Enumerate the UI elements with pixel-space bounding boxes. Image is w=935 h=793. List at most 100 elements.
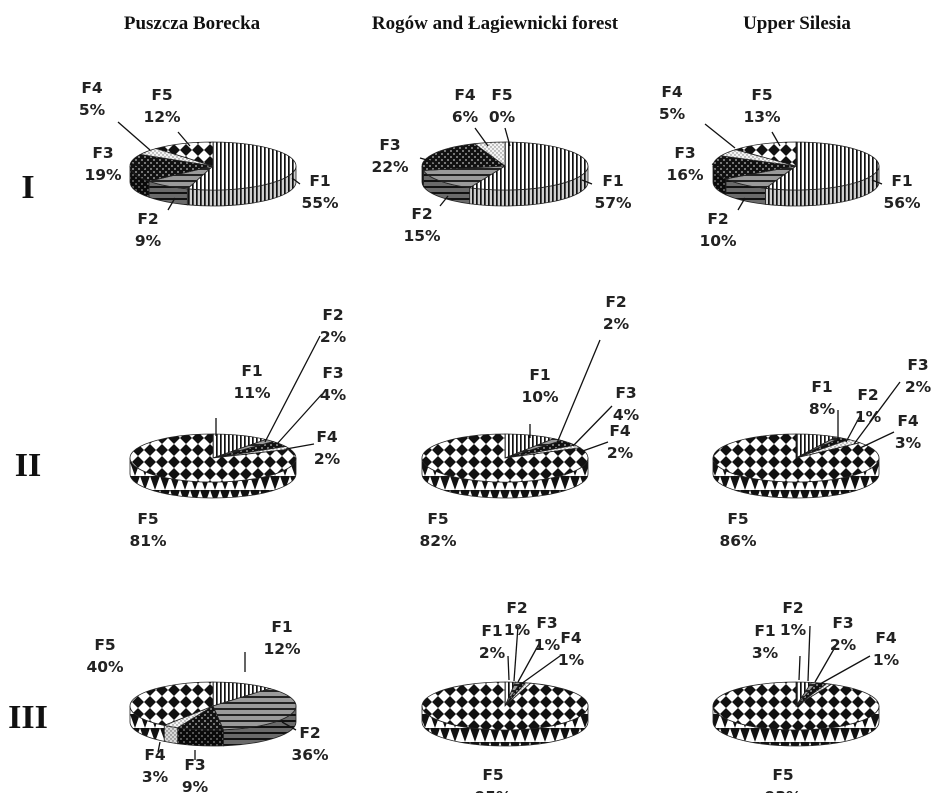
pie-slice-F4 — [473, 141, 506, 167]
slice-category: F5 — [427, 510, 448, 528]
slice-value: 36% — [291, 746, 329, 764]
slice-category: F3 — [674, 144, 695, 162]
pie-slice-F5 — [734, 141, 797, 167]
slice-category: F3 — [907, 356, 928, 374]
slice-value: 4% — [613, 406, 640, 424]
pie-II-3 — [712, 433, 880, 499]
slice-category: F1 — [481, 622, 502, 640]
slice-category: F1 — [754, 622, 775, 640]
pie-slice-F2 — [422, 165, 506, 189]
slice-category: F1 — [309, 172, 330, 190]
slice-category: F1 — [529, 366, 550, 384]
slice-value: 57% — [594, 194, 632, 212]
slice-value: 2% — [830, 636, 857, 654]
pie-I-1 — [129, 141, 297, 207]
leader-line — [474, 127, 489, 147]
slice-value: 95% — [474, 788, 512, 793]
slice-category: F4 — [454, 86, 476, 104]
leader-line — [857, 431, 895, 450]
pie-III-3 — [712, 681, 880, 747]
leader-line — [291, 177, 301, 185]
slice-category: F4 — [897, 412, 919, 430]
slice-value: 1% — [534, 636, 561, 654]
leader-line — [131, 163, 146, 169]
slice-category: F1 — [602, 172, 623, 190]
slice-category: F1 — [271, 618, 292, 636]
slice-category: F5 — [94, 636, 115, 654]
pie-slice-F1 — [186, 141, 297, 191]
column-title-1: Puszcza Borecka — [124, 13, 261, 34]
slice-value: 9% — [135, 232, 162, 250]
slice-label-F3: F32% — [814, 614, 857, 683]
slice-category: F1 — [241, 362, 262, 380]
slice-label-F3: F34% — [276, 364, 347, 445]
pie-slice-F1 — [212, 681, 272, 707]
slice-category: F3 — [379, 136, 400, 154]
leader-line — [845, 415, 861, 443]
slice-value: 2% — [603, 315, 630, 333]
slice-value: 12% — [143, 108, 181, 126]
pie-I-3 — [712, 141, 880, 207]
slice-label-F2: F29% — [135, 197, 176, 250]
slice-category: F5 — [727, 510, 748, 528]
pie-slice-F3 — [129, 154, 214, 182]
leader-line — [281, 721, 297, 731]
slice-value: 0% — [489, 108, 516, 126]
slice-category: F4 — [875, 629, 897, 647]
slice-category: F5 — [491, 86, 512, 104]
leader-line — [513, 625, 519, 682]
leader-line — [264, 335, 321, 443]
slice-category: F5 — [151, 86, 172, 104]
leader-line — [157, 741, 161, 753]
slice-category: F4 — [144, 746, 166, 764]
slice-value: 11% — [233, 384, 271, 402]
leader-line — [504, 127, 511, 147]
pie-II-1 — [129, 433, 297, 499]
slice-category: F2 — [299, 724, 320, 742]
slice-value: 55% — [301, 194, 339, 212]
pie-slice-F5 — [421, 681, 589, 731]
leader-line — [507, 655, 510, 681]
slice-label-F4: F41% — [819, 629, 900, 685]
leader-line — [819, 655, 871, 685]
slice-category: F5 — [482, 766, 503, 784]
slice-category: F2 — [506, 599, 527, 617]
slice-label-F3: F31% — [517, 614, 561, 683]
slice-label-F1: F12% — [479, 622, 510, 681]
slice-label-F2: F22% — [264, 306, 347, 443]
slice-category: F2 — [857, 386, 878, 404]
leader-line — [771, 131, 781, 147]
slice-label-F3: F32% — [853, 356, 932, 445]
slice-category: F3 — [322, 364, 343, 382]
leader-line — [276, 393, 323, 445]
slice-category: F2 — [322, 306, 343, 324]
pie-slice-F5 — [712, 433, 880, 483]
leader-line — [704, 123, 736, 149]
slice-value: 93% — [764, 788, 802, 793]
slice-label-F2: F21% — [504, 599, 531, 682]
pie-I-2 — [421, 141, 589, 207]
slice-category: F4 — [609, 422, 631, 440]
slice-category: F2 — [605, 293, 626, 311]
leader-line — [439, 195, 449, 207]
slice-value: 10% — [521, 388, 559, 406]
slice-value: 81% — [129, 532, 167, 550]
pie-slice-F5 — [154, 141, 214, 167]
leader-line — [167, 197, 176, 211]
slice-category: F2 — [137, 210, 158, 228]
row-label-1: I — [21, 169, 34, 206]
leader-line — [581, 179, 593, 185]
slice-label-F4: F45% — [659, 83, 736, 149]
row-label-3: III — [8, 699, 48, 736]
slice-value: 2% — [320, 328, 347, 346]
